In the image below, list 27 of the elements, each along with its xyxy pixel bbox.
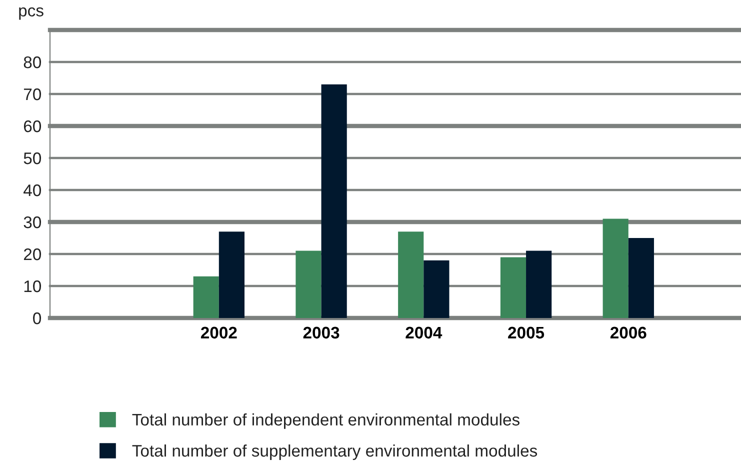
x-tick-label: 2003 [303,326,340,339]
y-tick-label: 70 [24,88,42,100]
x-tick-label: 2002 [200,326,237,339]
legend-label: Total number of independent environmental modules [132,413,520,429]
y-tick-label: 60 [24,120,42,132]
bar [500,257,526,318]
y-tick-label: 10 [24,280,42,292]
y-tick-label: 50 [24,152,42,164]
bar [218,232,245,318]
y-tick-label: 30 [24,216,42,228]
bar [296,250,322,318]
bar [628,238,654,318]
x-tick-label: 2004 [406,326,442,339]
bar [602,218,628,318]
y-axis-title: pcs [19,7,44,20]
bar [526,250,552,318]
bar [321,84,347,318]
y-tick-label: 80 [24,56,42,68]
x-tick-label: 2006 [610,326,646,339]
y-tick-label: 40 [24,184,42,196]
y-tick-label: 0 [33,312,42,324]
legend-label: Total number of supplementary environmental modules [132,444,538,460]
bar [424,260,450,318]
x-tick-label: 2005 [508,326,544,339]
bar [398,232,424,318]
bar [193,276,219,318]
y-tick-label: 20 [24,248,42,260]
